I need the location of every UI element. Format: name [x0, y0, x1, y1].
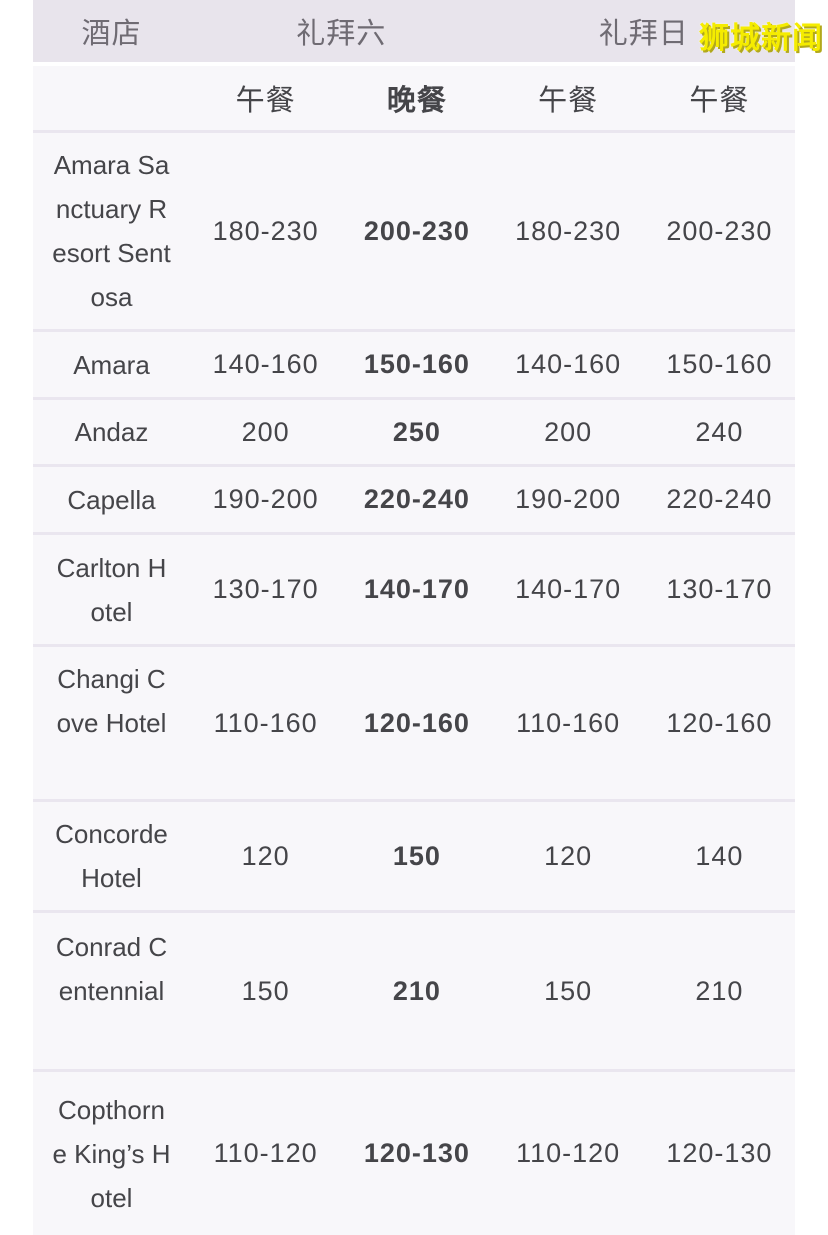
price-cell: 120-130 [666, 1138, 773, 1168]
price-cell: 130-170 [666, 574, 773, 604]
price-cell: 140 [695, 840, 744, 871]
price-cell: 220-240 [666, 484, 773, 514]
price-cell: 240 [695, 416, 744, 447]
price-cell: 190-200 [515, 484, 622, 514]
price-cell: 130-170 [212, 574, 319, 604]
price-cell: 110-120 [213, 1138, 318, 1168]
price-cell: 190-200 [212, 484, 319, 514]
table-row: Concorde Hotel 120 150 120 140 [33, 799, 795, 910]
hotel-name-cell: Carlton Hotel [56, 552, 167, 627]
hotel-name-cell: Andaz [74, 417, 149, 447]
hotel-name-cell: Conrad Centennial [55, 932, 168, 1006]
price-cell: 140-160 [212, 349, 319, 379]
price-cell: 200-230 [363, 215, 470, 246]
price-cell: 150 [544, 975, 593, 1006]
price-cell: 150 [241, 975, 290, 1006]
price-cell: 120-130 [363, 1138, 470, 1168]
hotel-name-cell: Amara Sanctuary Resort Sentosa [52, 150, 171, 312]
price-cell: 120-160 [666, 707, 773, 738]
price-cell: 180-230 [212, 215, 319, 246]
header-saturday: 礼拜六 [296, 18, 387, 50]
price-cell: 210 [392, 975, 441, 1006]
watermark-logo: 狮城新闻 [699, 22, 823, 55]
table-row: Conrad Centennial 150 210 150 210 [33, 910, 795, 1069]
table-row: Andaz 200 250 200 240 [33, 397, 795, 464]
price-cell: 110-160 [516, 707, 621, 738]
price-cell: 250 [392, 416, 441, 447]
price-cell: 120 [241, 840, 290, 871]
price-cell: 140-170 [363, 574, 470, 604]
price-cell: 150-160 [363, 349, 470, 379]
price-cell: 110-120 [516, 1138, 621, 1168]
hotel-name-cell: Amara [73, 349, 150, 380]
price-cell: 110-160 [213, 707, 318, 738]
header-sun-lunch: 午餐 [538, 85, 599, 117]
table-header-meals: 午餐 晚餐 午餐 午餐 [33, 66, 795, 130]
header-hotel-column: 酒店 [81, 18, 142, 50]
price-cell: 140-170 [515, 574, 622, 604]
price-cell: 200 [544, 416, 593, 447]
table-row: Copthorne King’s Hotel 110-120 120-130 110-… [33, 1069, 795, 1235]
price-cell: 120-160 [363, 707, 470, 738]
hotel-price-table: 酒店 礼拜六 礼拜日 午餐 晚餐 午餐 午餐 Amara Sanctuary R… [33, 0, 795, 1235]
table-row: Capella 190-200 220-240 190-200 220-240 [33, 464, 795, 532]
price-cell: 180-230 [515, 215, 622, 246]
table-row: Amara 140-160 150-160 140-160 150-160 [33, 329, 795, 397]
price-cell: 150 [392, 840, 441, 871]
header-sat-dinner: 晚餐 [386, 85, 447, 117]
header-sunday: 礼拜日 [598, 18, 689, 50]
price-cell: 140-160 [515, 349, 622, 379]
table-row: Amara Sanctuary Resort Sentosa 180-230 200… [33, 130, 795, 329]
hotel-name-cell: Copthorne King’s Hotel [52, 1094, 171, 1213]
price-cell: 200-230 [666, 215, 773, 246]
price-cell: 120 [544, 840, 593, 871]
price-cell: 150-160 [666, 349, 773, 379]
price-cell: 220-240 [363, 484, 470, 514]
hotel-name-cell: Changi Cove Hotel [56, 664, 167, 738]
table-body: Amara Sanctuary Resort Sentosa 180-230 200… [33, 130, 795, 1235]
header-sat-lunch: 午餐 [235, 85, 296, 117]
price-cell: 210 [695, 975, 744, 1006]
hotel-name-cell: Capella [67, 484, 156, 515]
header-sun-lunch-2: 午餐 [689, 85, 750, 117]
price-cell: 200 [241, 416, 290, 447]
table-row: Changi Cove Hotel 110-160 120-160 110-160 12… [33, 644, 795, 799]
table-row: Carlton Hotel 130-170 140-170 140-170 130-17… [33, 532, 795, 644]
table-header-days: 酒店 礼拜六 礼拜日 [33, 0, 795, 62]
hotel-name-cell: Concorde Hotel [55, 819, 168, 893]
header-empty-cell [33, 66, 190, 130]
